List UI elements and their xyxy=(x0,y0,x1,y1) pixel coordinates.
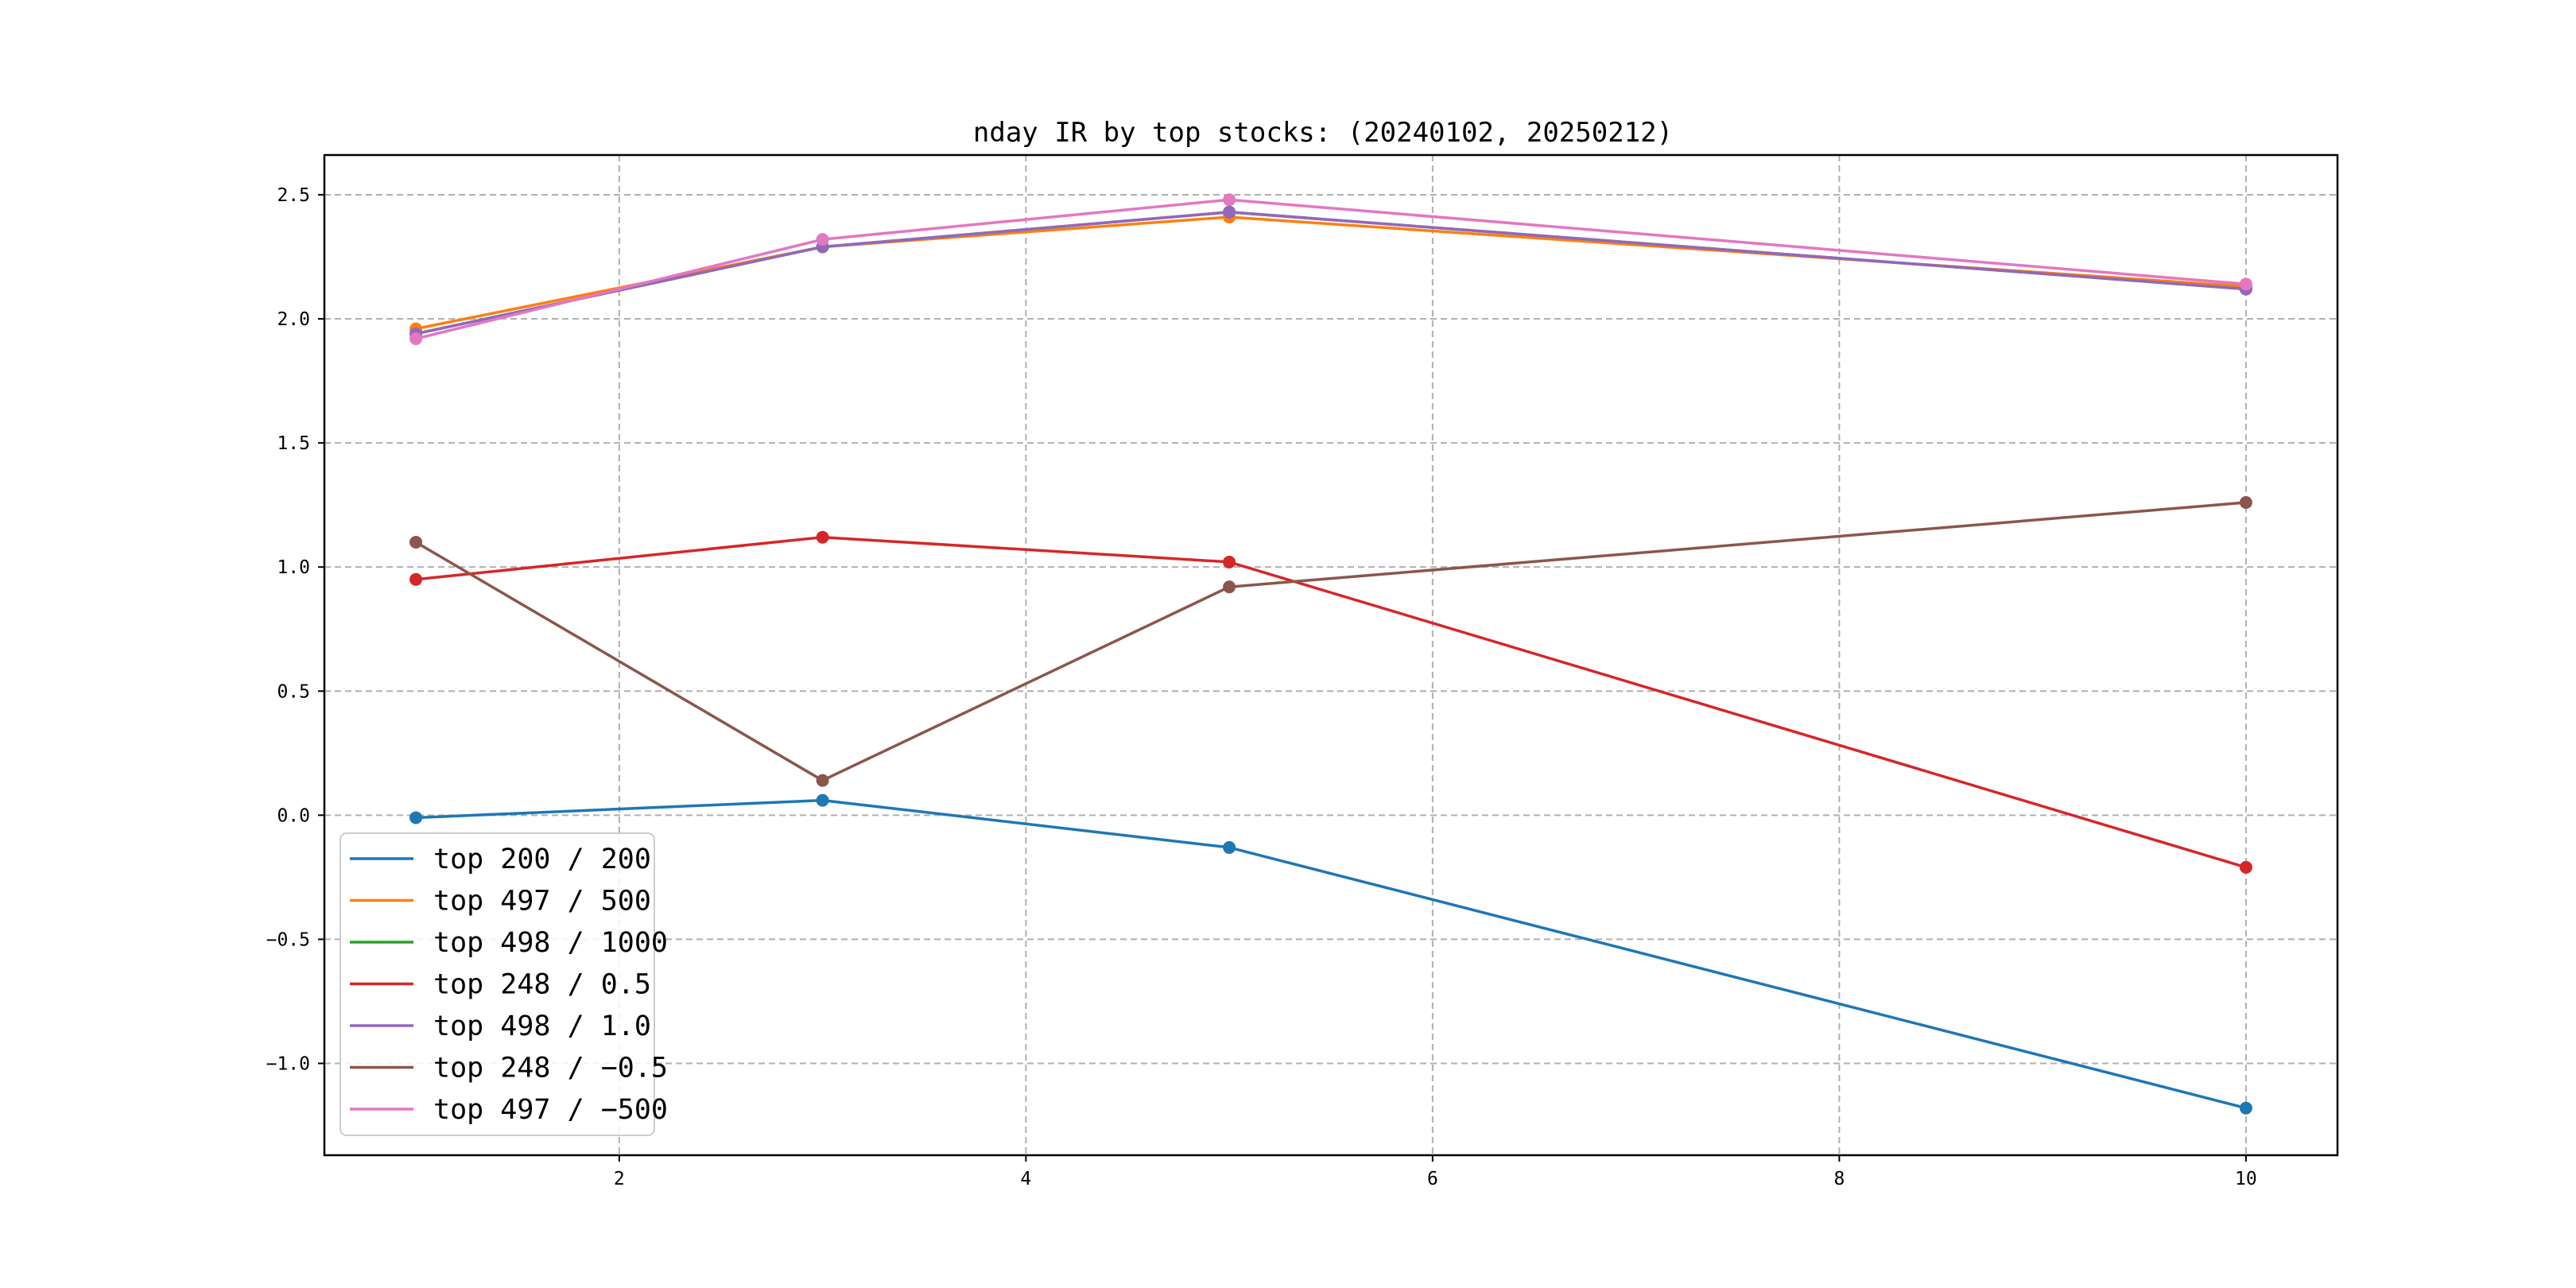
x-tick-label: 8 xyxy=(1833,1169,1845,1189)
x-tick-label: 4 xyxy=(1020,1169,1031,1189)
data-point xyxy=(2239,277,2252,291)
data-point xyxy=(409,332,423,345)
y-tick-label: 1.0 xyxy=(277,557,310,578)
series-layer xyxy=(409,193,2252,1115)
data-point xyxy=(2239,496,2252,510)
y-tick-label: 2.5 xyxy=(277,185,310,206)
series-line-1 xyxy=(416,798,2247,1110)
data-point xyxy=(816,530,829,544)
data-point xyxy=(816,774,829,787)
series-line-6 xyxy=(415,501,2247,782)
grid-lines xyxy=(324,155,2337,1155)
x-tick-label: 6 xyxy=(1427,1169,1438,1189)
chart-title: nday IR by top stocks: (20240102, 202502… xyxy=(973,117,1673,149)
y-tick-label: −0.5 xyxy=(266,929,310,950)
x-tick-label: 10 xyxy=(2235,1169,2257,1189)
data-point xyxy=(1223,555,1236,568)
legend: top 200 / 200 top 497 / 500 top 498 / 1000… xyxy=(339,832,668,1136)
series-line-7 xyxy=(415,198,2247,340)
y-tick-label: 1.5 xyxy=(277,433,310,454)
data-point xyxy=(409,811,423,824)
data-point xyxy=(1223,840,1236,854)
legend-label: top 498 / 1000 xyxy=(433,927,668,959)
legend-label: top 498 / 1.0 xyxy=(433,1011,651,1042)
axis-ticks: 2 4 6 8 10 −1.0 −0.5 0.0 0.5 1.0 1.5 2.0 2.5 xyxy=(266,185,2257,1189)
data-point xyxy=(409,572,423,586)
legend-label: top 497 / 500 xyxy=(433,886,651,918)
series-line-4 xyxy=(415,535,2247,869)
legend-label: top 248 / −0.5 xyxy=(433,1053,668,1084)
data-point xyxy=(1223,205,1236,219)
legend-frame xyxy=(339,832,655,1136)
data-point xyxy=(1223,580,1236,594)
y-tick-label: −1.0 xyxy=(266,1054,310,1075)
axes-frame xyxy=(323,153,2339,1157)
y-tick-label: 0.0 xyxy=(277,805,310,826)
legend-label: top 497 / −500 xyxy=(433,1094,668,1126)
legend-label: top 200 / 200 xyxy=(433,844,651,875)
data-point xyxy=(816,793,829,807)
data-point xyxy=(1223,193,1236,207)
legend-label: top 248 / 0.5 xyxy=(433,969,651,1001)
data-point xyxy=(409,535,423,549)
y-tick-label: 0.5 xyxy=(277,681,310,702)
data-point xyxy=(2239,860,2252,874)
data-point xyxy=(2239,1101,2252,1115)
data-point xyxy=(816,233,829,246)
y-tick-label: 2.0 xyxy=(277,309,310,330)
x-tick-label: 2 xyxy=(614,1169,625,1189)
